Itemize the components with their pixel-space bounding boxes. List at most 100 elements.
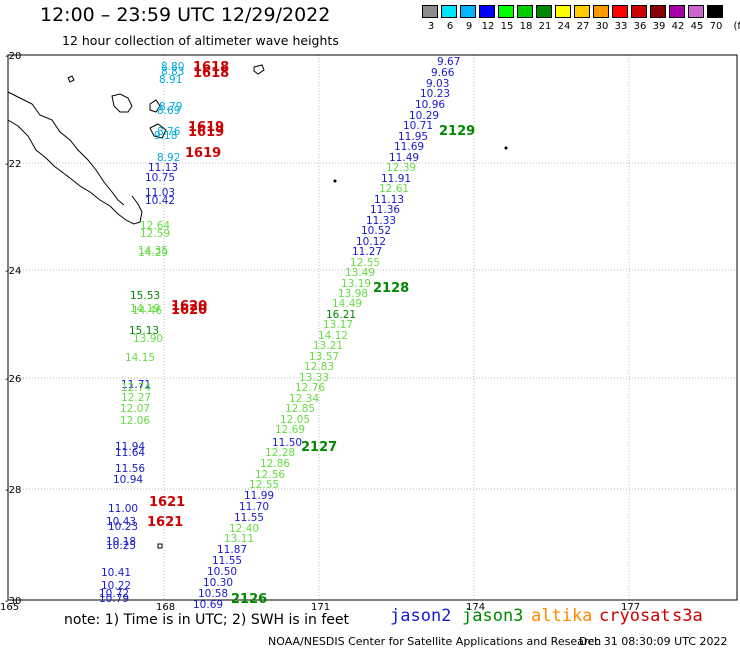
wave-height-value: 11.33 [366,215,396,227]
wave-height-value: 12.55 [350,257,380,269]
footer-timestamp: Dec 31 08:30:09 UTC 2022 [579,635,728,648]
wave-height-value: 8.69 [157,105,180,117]
wave-height-value: 10.69 [193,599,223,611]
wave-height-value: 11.71 [121,379,151,391]
wave-height-value: 11.36 [370,204,400,216]
wave-height-value: 12.56 [255,469,285,481]
wave-height-value: 11.00 [108,503,138,515]
wave-height-value: 9.03 [426,78,449,90]
track-label: 1618 [193,60,229,75]
wave-height-value: 9.66 [431,67,455,79]
colorbar-swatch [707,5,723,18]
wave-height-value: 10.23 [108,521,138,533]
colorbar-label: 24 [557,21,571,32]
colorbar-label: 39 [652,21,666,32]
wave-height-value: 14.12 [318,330,348,342]
track-label: 2128 [373,281,409,296]
wave-height-value: 11.49 [389,152,419,164]
wave-height-value: 13.19 [341,278,371,290]
colorbar-label: 33 [614,21,628,32]
track-label: 1619 [188,120,224,135]
wave-height-value: 15.13 [129,325,159,337]
colorbar-label: 12 [481,21,495,32]
coastline-segment [111,93,133,113]
colorbar-label: 3 [427,21,435,32]
track-label: 1619 [185,146,221,161]
wave-height-value: 10.22 [101,580,131,592]
wave-height-value: 14.35 [138,245,168,257]
track-label: 2126 [231,592,267,607]
coastline-segment [149,99,161,113]
wave-height-value: 12.06 [120,415,150,427]
wave-height-value: 13.90 [133,333,163,345]
lat-label: -30 [5,596,21,607]
wave-height-value: 11.50 [272,437,302,449]
wave-height-value: 12.69 [275,424,305,436]
wave-height-value: 8.91 [159,74,182,86]
colorbar-swatch [650,5,666,18]
wave-height-value: 8.80 [161,61,184,73]
colorbar-swatch [555,5,571,18]
coastline-segment [149,123,167,139]
wave-height-value: 14.15 [125,352,155,364]
wave-height-value: 14.29 [138,247,168,259]
colorbar-label: 9 [465,21,473,32]
wave-height-value: 12.76 [295,382,325,394]
track-labels: 1618161816191619161921292128162016202127… [147,60,475,607]
coastline [7,64,508,549]
colorbar-swatch [479,5,495,18]
wave-height-value: 10.41 [101,567,131,579]
legend-s3a: s3a [672,606,703,626]
wave-height-value: 12.61 [379,183,409,195]
wave-height-value: 12.40 [229,523,259,535]
track-label: 2129 [439,124,475,139]
wave-height-value: 10.94 [113,474,143,486]
lat-label: -28 [5,485,21,496]
legend-altika: altika [531,606,593,626]
wave-height-value: 11.64 [115,447,145,459]
wave-height-value: 10.75 [145,172,175,184]
track-label: 1620 [171,303,207,318]
footer-credit: NOAA/NESDIS Center for Satellite Applica… [268,635,602,648]
lat-label: -26 [5,374,21,385]
lon-label: 174 [466,602,485,613]
coastline-segment [253,64,265,75]
colorbar-swatch [688,5,704,18]
wave-height-value: 11.27 [352,246,382,258]
page-title: 12:00 – 23:59 UTC 12/29/2022 [40,4,331,26]
island-dot [333,179,337,183]
footer-note: note: 1) Time is in UTC; 2) SWH is in fe… [64,612,350,628]
lon-label: 165 [0,602,19,613]
wave-height-value: 11.03 [145,187,175,199]
wave-height-value: 10.43 [106,516,136,528]
wave-height-value: 11.70 [239,501,269,513]
wave-height-value: 10.96 [415,99,445,111]
map-frame [7,54,738,601]
track-label: 1621 [147,515,183,530]
wave-height-value: 11.95 [398,131,428,143]
coastline-segment [67,75,75,83]
legend-cryosat: cryosat [599,606,671,626]
map-grid [8,55,737,600]
colorbar-label: 45 [690,21,704,32]
wave-height-value: 14.49 [332,298,362,310]
wave-height-value: 11.56 [115,463,145,475]
colorbar-label: 18 [519,21,533,32]
colorbar-swatch [536,5,552,18]
lon-label: 171 [311,602,330,613]
wave-height-value: 15.53 [130,290,160,302]
track-label: 1621 [149,495,185,510]
lon-label: 177 [621,602,640,613]
wave-height-value: 10.12 [356,236,386,248]
track-label: 1619 [188,125,224,140]
wave-height-value: 13.98 [338,288,368,300]
wave-height-value: 12.05 [280,414,310,426]
colorbar-label: 6 [446,21,454,32]
colorbar-label: 30 [595,21,609,32]
wave-height-value: 12.07 [120,403,150,415]
wave-height-value: 11.99 [244,490,274,502]
wave-height-value: 11.94 [115,441,145,453]
coastline-segment [157,543,163,549]
wave-height-value: 14.19 [130,303,160,315]
